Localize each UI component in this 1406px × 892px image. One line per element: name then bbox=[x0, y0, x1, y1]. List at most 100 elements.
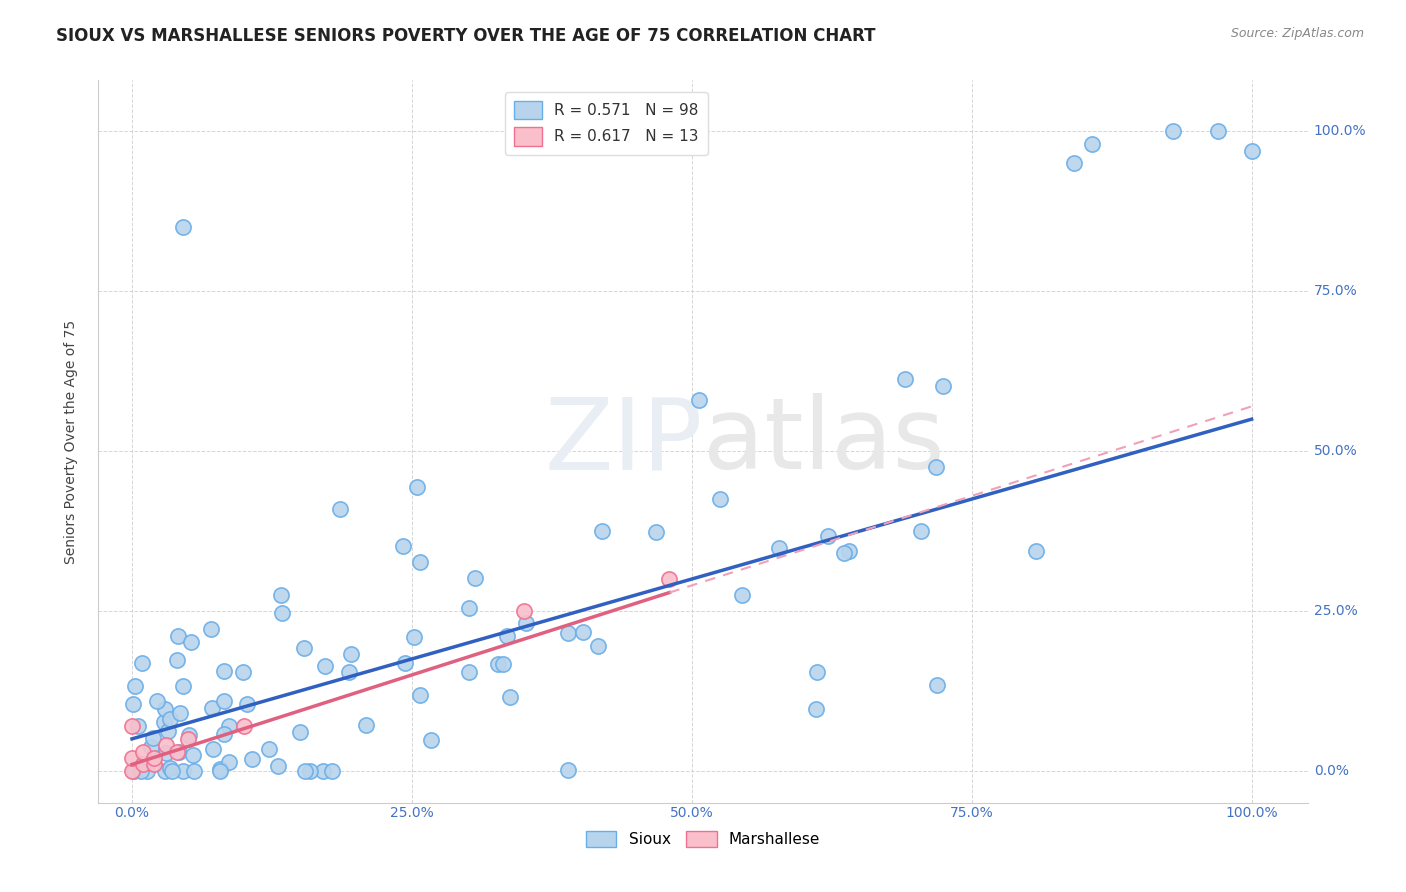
Text: 50.0%: 50.0% bbox=[669, 806, 714, 820]
Point bbox=[202, 742, 225, 756]
Point bbox=[402, 630, 425, 644]
Point bbox=[172, 764, 194, 778]
Point bbox=[409, 555, 432, 569]
Point bbox=[294, 764, 316, 778]
Point bbox=[153, 702, 176, 716]
Text: Source: ZipAtlas.com: Source: ZipAtlas.com bbox=[1230, 27, 1364, 40]
Point bbox=[159, 761, 181, 775]
Point bbox=[1025, 544, 1047, 558]
Text: 0.0%: 0.0% bbox=[1313, 764, 1348, 778]
Point bbox=[515, 616, 537, 631]
Point bbox=[172, 679, 194, 693]
Text: 0.0%: 0.0% bbox=[114, 806, 149, 820]
Point bbox=[127, 719, 149, 733]
Point bbox=[270, 606, 292, 620]
Point bbox=[394, 657, 416, 671]
Point bbox=[709, 491, 731, 506]
Point bbox=[925, 678, 948, 692]
Point bbox=[409, 689, 432, 703]
Point bbox=[129, 764, 152, 778]
Y-axis label: Seniors Poverty Over the Age of 75: Seniors Poverty Over the Age of 75 bbox=[63, 319, 77, 564]
Point bbox=[492, 657, 515, 671]
Point bbox=[132, 757, 155, 772]
Point bbox=[586, 640, 609, 654]
Point bbox=[557, 626, 579, 640]
Point bbox=[212, 664, 235, 678]
Point bbox=[806, 665, 828, 679]
Point bbox=[321, 764, 343, 778]
Point bbox=[240, 752, 263, 766]
Point bbox=[392, 539, 415, 553]
Point bbox=[806, 702, 828, 716]
Point bbox=[143, 751, 166, 765]
Point bbox=[731, 587, 754, 601]
Point bbox=[218, 756, 240, 770]
Point bbox=[932, 379, 955, 393]
Point bbox=[200, 622, 222, 636]
Point bbox=[142, 731, 165, 745]
Text: 100.0%: 100.0% bbox=[1225, 806, 1278, 820]
Point bbox=[183, 764, 205, 778]
Text: SIOUX VS MARSHALLESE SENIORS POVERTY OVER THE AGE OF 75 CORRELATION CHART: SIOUX VS MARSHALLESE SENIORS POVERTY OVE… bbox=[56, 27, 876, 45]
Text: ZIP: ZIP bbox=[544, 393, 703, 490]
Point bbox=[658, 572, 681, 586]
Point bbox=[169, 706, 191, 721]
Point bbox=[177, 728, 200, 742]
Text: 25.0%: 25.0% bbox=[389, 806, 434, 820]
Point bbox=[768, 541, 790, 555]
Point bbox=[329, 502, 352, 516]
Point bbox=[311, 764, 333, 778]
Point bbox=[1161, 124, 1184, 138]
Text: 75.0%: 75.0% bbox=[950, 806, 994, 820]
Point bbox=[499, 690, 522, 705]
Point bbox=[1206, 124, 1229, 138]
Point bbox=[122, 764, 145, 778]
Point bbox=[925, 460, 948, 475]
Text: 50.0%: 50.0% bbox=[1313, 444, 1357, 458]
Point bbox=[167, 629, 190, 643]
Point bbox=[139, 739, 162, 754]
Point bbox=[513, 604, 536, 618]
Point bbox=[688, 393, 710, 408]
Point bbox=[155, 747, 177, 761]
Point bbox=[121, 719, 143, 733]
Point bbox=[121, 764, 143, 778]
Point bbox=[166, 653, 188, 667]
Point bbox=[156, 724, 179, 739]
Point bbox=[131, 656, 153, 670]
Point bbox=[167, 745, 190, 759]
Point bbox=[486, 657, 509, 671]
Point bbox=[645, 524, 668, 539]
Point bbox=[218, 719, 240, 733]
Point bbox=[236, 697, 259, 711]
Point bbox=[572, 625, 595, 640]
Point bbox=[172, 220, 194, 235]
Point bbox=[177, 731, 200, 746]
Point bbox=[817, 529, 839, 543]
Point bbox=[557, 763, 579, 777]
Point bbox=[124, 679, 146, 693]
Text: 75.0%: 75.0% bbox=[1313, 285, 1357, 298]
Point bbox=[121, 751, 143, 765]
Point bbox=[1081, 137, 1104, 152]
Point bbox=[314, 659, 336, 673]
Point bbox=[153, 714, 176, 729]
Point bbox=[208, 762, 231, 776]
Point bbox=[232, 665, 254, 680]
Point bbox=[458, 600, 481, 615]
Point bbox=[288, 724, 311, 739]
Point bbox=[496, 629, 519, 643]
Point bbox=[155, 764, 177, 778]
Text: atlas: atlas bbox=[703, 393, 945, 490]
Point bbox=[145, 694, 167, 708]
Point bbox=[166, 745, 188, 759]
Point bbox=[591, 524, 613, 538]
Point bbox=[155, 738, 177, 752]
Point bbox=[209, 764, 232, 778]
Point bbox=[405, 479, 427, 493]
Point bbox=[180, 635, 202, 649]
Point bbox=[340, 647, 363, 661]
Point bbox=[458, 665, 481, 679]
Point bbox=[337, 665, 360, 680]
Text: 100.0%: 100.0% bbox=[1313, 124, 1367, 138]
